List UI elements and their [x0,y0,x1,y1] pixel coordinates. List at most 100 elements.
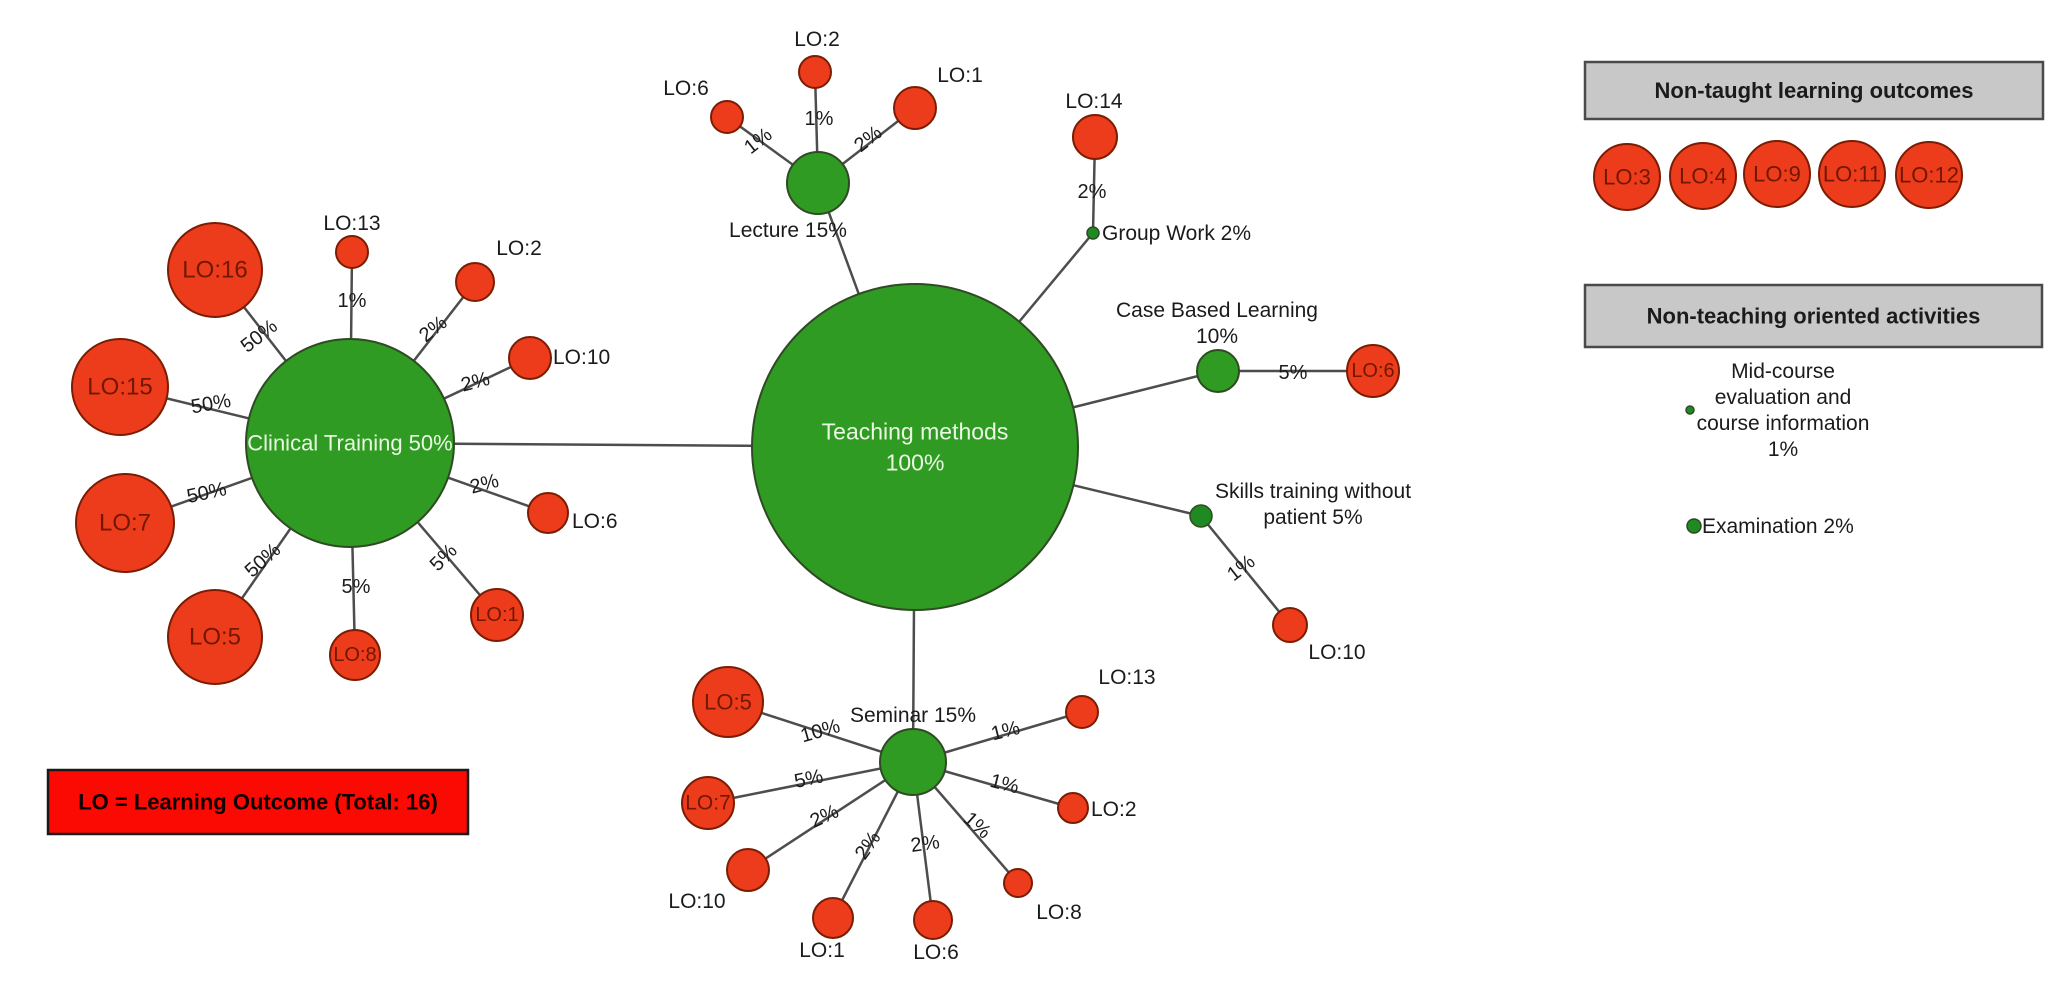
node-label-seminar-lo13: LO:13 [1098,666,1155,689]
legend-label: LO = Learning Outcome (Total: 16) [78,790,438,815]
node-clinical-lo10 [508,336,552,380]
edge-label-seminar--seminar-lo7: 5% [792,765,825,793]
node-nontaught-lo11 [1818,140,1886,208]
node-lecture-lo1 [893,86,937,130]
node-clinical-training [245,338,455,548]
node-label-nontaught-lo12: LO:12 [1899,163,1959,188]
edge-label-seminar--seminar-lo8: 1% [959,808,995,844]
node-clinical-lo8 [329,629,381,681]
node-clinical-lo16 [167,222,263,318]
edge-label-case-based-learning--cbl-lo6: 5% [1279,362,1308,384]
node-skills-lo10 [1272,607,1308,643]
node-clinical-lo1 [470,588,524,642]
node-label-clinical-lo15: LO:15 [87,374,152,401]
node-label-teaching-methods-0: Teaching methods [822,419,1009,445]
edge-label-clinical-training--clinical-lo7: 50% [185,478,229,508]
panel-box-non-teaching-oriented-activities [1583,283,2044,349]
node-label-seminar-lo7: LO:7 [685,792,731,815]
node-label-case-based-learning-1: 10% [1196,325,1238,348]
node-nontaught-lo3 [1593,143,1661,211]
node-clinical-lo2 [455,262,495,302]
node-label-clinical-lo7: LO:7 [99,510,151,537]
node-mid-course-dot [1685,405,1695,415]
node-label-clinical-lo2: LO:2 [496,237,542,260]
edge-label-seminar--seminar-lo2: 1% [988,770,1022,798]
node-label-seminar-lo6: LO:6 [913,941,959,964]
node-label-lecture-lo1: LO:1 [937,64,983,87]
node-case-based-learning [1196,349,1240,393]
node-label-lecture-lo2: LO:2 [794,28,840,51]
node-label-lecture-lo6: LO:6 [663,77,709,100]
node-lecture-lo2 [798,55,832,89]
mid-course-label-2: course information [1697,412,1870,435]
node-label-seminar-lo8: LO:8 [1036,901,1082,924]
panel-title-non-taught-learning-outcomes: Non-taught learning outcomes [1655,78,1974,103]
node-clinical-lo6 [527,492,569,534]
node-label-skills-training-without-patient-0: Skills training without [1215,480,1411,503]
legend-box [46,768,470,836]
node-skills-training-without-patient [1189,504,1213,528]
node-seminar [879,728,947,796]
node-seminar-lo5 [692,666,764,738]
node-seminar-lo10 [726,848,770,892]
node-label-seminar: Seminar 15% [850,704,976,727]
mid-course-label-0: Mid-course [1731,360,1835,383]
node-label-clinical-training: Clinical Training 50% [247,431,452,456]
node-label-nontaught-lo11: LO:11 [1823,162,1881,187]
mid-course-label-1: evaluation and [1715,386,1852,409]
node-label-clinical-lo10: LO:10 [553,346,610,369]
edge-label-seminar--seminar-lo5: 10% [798,715,843,747]
node-lecture [786,151,850,215]
panel-title-non-teaching-oriented-activities: Non-teaching oriented activities [1647,304,1981,329]
nodes [71,55,1963,940]
node-teaching-methods [751,283,1079,611]
node-label-nontaught-lo4: LO:4 [1679,164,1727,189]
mid-course-label-3: 1% [1768,438,1798,461]
edge-label-lecture--lecture-lo1: 2% [850,122,886,157]
node-label-group-work: Group Work 2% [1102,222,1251,245]
node-label-skills-lo10: LO:10 [1308,641,1365,664]
edge-label-clinical-training--clinical-lo2: 2% [415,312,451,347]
node-label-seminar-lo2: LO:2 [1091,798,1137,821]
edge-label-seminar--seminar-lo6: 2% [909,831,941,857]
node-seminar-lo6 [913,900,953,940]
node-clinical-lo13 [335,235,369,269]
node-label-seminar-lo1: LO:1 [799,939,845,962]
node-label-cbl-lo6: LO:6 [1351,360,1394,382]
node-clinical-lo15 [71,338,169,436]
node-label-clinical-lo6: LO:6 [572,510,618,533]
node-examination-dot [1686,518,1702,534]
edge-label-lecture--lecture-lo6: 1% [740,124,776,159]
node-nontaught-lo9 [1743,140,1811,208]
node-label-clinical-lo1: LO:1 [475,604,518,626]
node-label-examination-dot: Examination 2% [1702,515,1854,538]
node-label-seminar-lo5: LO:5 [704,690,752,715]
node-label-seminar-lo10: LO:10 [668,890,725,913]
node-label-nontaught-lo9: LO:9 [1753,162,1801,187]
node-cbl-lo6 [1346,344,1400,398]
edge-seminar--seminar-lo7 [707,760,914,805]
node-label-clinical-lo13: LO:13 [323,212,380,235]
edge-label-clinical-training--clinical-lo8: 5% [342,576,371,598]
node-lecture-lo6 [710,100,744,134]
node-seminar-lo13 [1065,695,1099,729]
edge-label-group-work--groupwork-lo14: 2% [1078,181,1107,203]
node-labels: Teaching methods 100% Clinical Training 50… [87,28,1959,964]
node-seminar-lo2 [1057,792,1089,824]
node-nontaught-lo4 [1669,142,1737,210]
edge-label-clinical-training--clinical-lo10: 2% [459,368,493,397]
node-label-groupwork-lo14: LO:14 [1065,90,1123,113]
edge-label-seminar--seminar-lo1: 2% [851,827,886,863]
node-label-skills-training-without-patient-1: patient 5% [1263,506,1362,529]
node-seminar-lo7 [681,776,735,830]
edge-label-clinical-training--clinical-lo16: 50% [237,315,282,357]
node-label-clinical-lo16: LO:16 [182,257,247,284]
node-seminar-lo8 [1003,868,1033,898]
panels: Non-taught learning outcomes Non-teaching… [46,60,2045,836]
node-label-lecture: Lecture 15% [729,219,847,242]
node-groupwork-lo14 [1072,114,1118,160]
edge-label-clinical-training--clinical-lo13: 1% [338,290,367,312]
node-clinical-lo7 [75,473,175,573]
